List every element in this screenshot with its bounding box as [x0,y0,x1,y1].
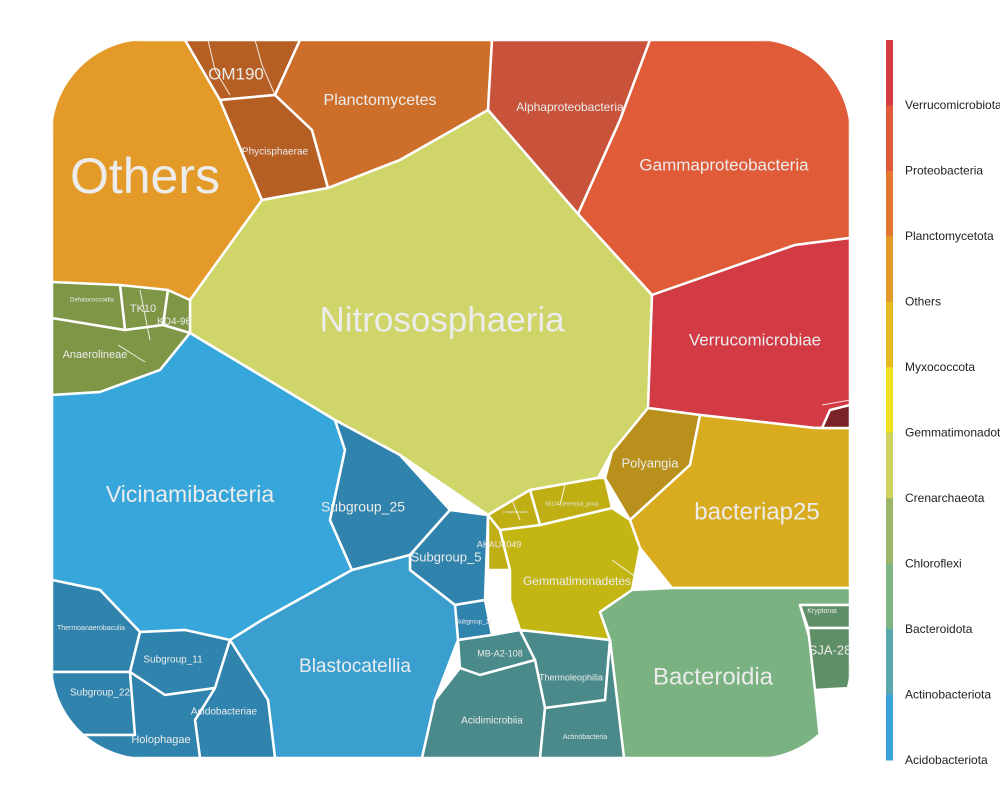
legend-label-proteobacteria: Proteobacteria [905,164,983,178]
cell-label-blastocatellia: Blastocatellia [299,656,411,677]
cell-label-akau4049: AKAU4049 [477,539,522,549]
legend-swatch-actinobacteriota [886,629,893,696]
cell-label-subgroup-18: Subgroup_18 [456,620,493,626]
cell-label-gemmatimonadetes: Gemmatimonadetes [523,574,631,588]
cell-longimicrobia [486,488,542,532]
cell-subgroup-22 [52,670,137,737]
cell-label-acidimicrobiia: Acidimicrobiia [461,716,523,727]
cell-label-holophagae: Holophagae [131,734,190,746]
cell-label-alphaproteobacteria: Alphaproteobacteria [516,100,624,114]
cell-label-s0134-terrestrial-group: S0134_terrestrial_group [545,501,599,507]
cell-label-mb-a2-108: MB-A2-108 [477,648,523,658]
legend-label-chloroflexi: Chloroflexi [905,557,962,571]
treemap-cells [52,40,850,758]
legend-swatch-myxococcota [886,301,893,368]
legend-label-crenarchaeota: Crenarchaeota [905,491,985,505]
cell-label-sja-28: SJA-28 [809,642,852,657]
legend-swatch-bacteroidota [886,563,893,630]
cell-minor-verrucomicrobiota [820,403,850,430]
legend-swatch-chloroflexi [886,498,893,565]
cell-label-polyangia: Polyangia [621,455,679,470]
cell-label-dehalococcoidia: Dehalococcoidia [70,298,115,304]
subcell-border [821,399,850,406]
cell-label-nitrososphaeria: Nitrososphaeria [319,300,565,339]
cell-label-planctomycetes: Planctomycetes [324,92,437,109]
cell-label-thermoleophilia: Thermoleophilia [539,672,603,682]
legend-swatch-others [886,236,893,303]
legend-label-myxococcota: Myxococcota [905,360,975,374]
subcell-border [207,40,231,96]
cell-label-verrucomicrobiae: Verrucomicrobiae [689,330,821,349]
subcell-border [611,559,661,581]
cell-label-subgroup-22: Subgroup_22 [70,688,130,699]
legend-label-planctomycetota: Planctomycetota [905,229,994,243]
cell-label-bacteroidia: Bacteroidia [653,663,774,690]
cell-actinobacteria [538,638,626,758]
cell-holophagae [52,670,217,758]
cell-label-subgroup-5: Subgroup_5 [411,549,482,564]
subcell-border [139,289,151,341]
legend-swatch-crenarchaeota [886,432,893,499]
legend: Verrucomicrobiota Proteobacteria Planctomy… [886,40,1000,767]
cell-label-vicinamibacteria: Vicinamibacteria [106,481,275,507]
cell-label-subgroup-25: Subgroup_25 [321,499,405,515]
subcell-border [117,344,146,363]
legend-swatch-acidobacteriota [886,694,893,761]
treemap-labels: Others OM190 Phycisphaerae Planctomycetes Al… [57,64,852,746]
cell-label-kryptonia: Kryptonia [807,608,837,615]
subcell-border [254,40,276,96]
legend-label-others: Others [905,295,941,309]
cell-label-thermoanaerobaculia: Thermoanaerobaculia [57,625,125,632]
legend-swatch-verrucomicrobiota [886,40,893,106]
legend-swatch-proteobacteria [886,105,893,172]
cell-label-gammaproteobacteria: Gammaproteobacteria [639,155,809,174]
legend-label-gemmatimonadota: Gemmatimonadota [905,426,1000,440]
subcell-border [814,689,850,699]
legend-label-actinobacteriota: Actinobacteriota [905,688,991,702]
cell-label-acidobacteriae: Acidobacteriae [191,707,258,718]
cell-kryptonia [798,603,850,630]
cell-label-subgroup-11: Subgroup_11 [143,655,203,666]
cell-dehalococcoidia [52,280,127,332]
cell-sja-28 [806,626,850,692]
subcell-border [644,559,673,589]
cell-label-others: Others [70,148,220,204]
legend-label-acidobacteriota: Acidobacteriota [905,753,988,767]
cell-label-om190: OM190 [208,64,264,83]
legend-label-verrucomicrobiota: Verrucomicrobiota [905,98,1000,112]
cell-label-longimicrobia: Longimicrobia [503,509,529,514]
cell-label-bacteriap25: bacteriap25 [694,498,819,525]
subcell-border [511,499,521,521]
cell-label-phycisphaerae: Phycisphaerae [242,147,309,158]
cell-label-kd4-96: KD4-96 [157,317,191,328]
legend-swatch-planctomycetota [886,170,893,237]
cell-label-actinobacteria: Actinobacteria [563,734,607,741]
subcell-border [559,484,566,506]
legend-swatch-gemmatimonadota [886,367,893,434]
legend-label-bacteroidota: Bacteroidota [905,622,973,636]
cell-label-tk10: TK10 [130,303,156,315]
cell-label-anaerolineae: Anaerolineae [63,349,128,361]
